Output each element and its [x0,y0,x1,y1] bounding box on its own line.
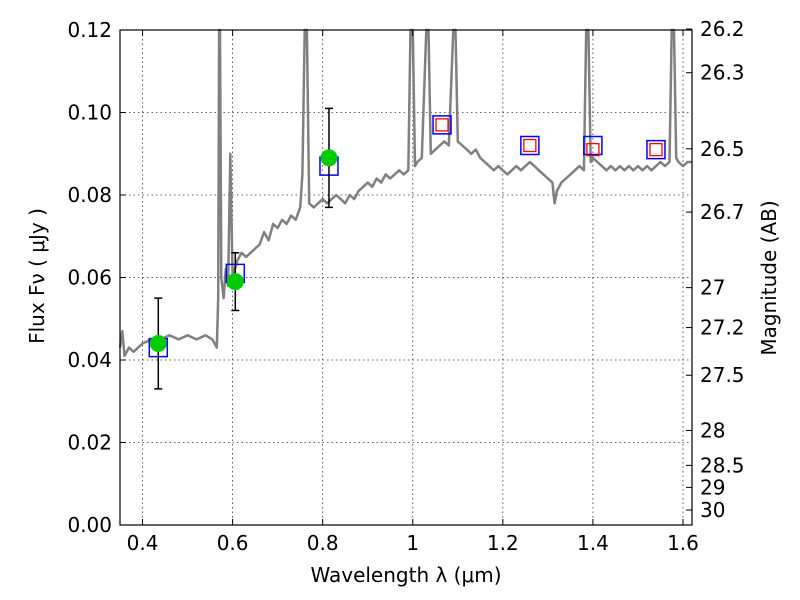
y-tick-label: 0.04 [67,348,112,372]
observed-point [320,149,338,167]
spectrum-line [118,28,692,358]
y-tick-label: 0.00 [67,513,112,537]
y-tick-label: 0.02 [67,431,112,455]
y-tick-label: 0.12 [67,18,112,42]
y-right-tick-label: 30 [700,498,725,522]
y-tick-label: 0.06 [67,266,112,290]
observed-point [226,273,244,291]
y-axis-right-title: Magnitude (AB) [757,200,781,355]
model-point [646,139,666,160]
predicted-point [586,142,600,157]
ticks: 0.4 0.6 0.8 1 1.2 1.4 1.6 0.00 0.02 0.04 0.06 0.08 0… [67,17,744,555]
x-tick-label: 1 [406,531,419,555]
y-tick-label: 0.08 [67,183,112,207]
y-right-tick-label: 28 [700,419,725,443]
spectrum-series [118,28,692,358]
y-right-tick-label: 27.2 [700,316,745,340]
y-right-tick-label: 27 [700,276,725,300]
observed-photometry-series [149,107,338,390]
x-tick-label: 0.8 [307,531,339,555]
model-point [432,115,452,135]
model-point [520,135,540,156]
x-tick-label: 1.4 [577,531,609,555]
y-tick-label: 0.10 [67,101,112,125]
observed-point [149,335,167,352]
y-right-tick-label: 29 [700,475,725,499]
y-axis-title: Flux Fν ( μJy ) [25,208,49,344]
model-photometry-series [148,115,666,358]
model-point [583,135,603,156]
predicted-photometry-series [435,118,663,157]
y-right-tick-label: 27.5 [700,363,745,387]
x-tick-label: 1.6 [667,531,699,555]
x-tick-label: 1.2 [487,531,519,555]
predicted-point [523,138,537,153]
grid [120,29,692,526]
predicted-point [649,142,663,157]
y-right-tick-label: 26.2 [700,17,745,41]
x-tick-label: 0.4 [127,531,159,555]
y-right-tick-label: 28.5 [700,453,745,477]
y-right-tick-label: 26.3 [700,61,745,85]
x-axis-title: Wavelength λ (μm) [310,563,501,587]
y-right-tick-label: 26.5 [700,137,745,161]
x-tick-label: 0.6 [217,531,249,555]
y-right-tick-label: 26.7 [700,200,745,224]
predicted-point [435,118,449,132]
